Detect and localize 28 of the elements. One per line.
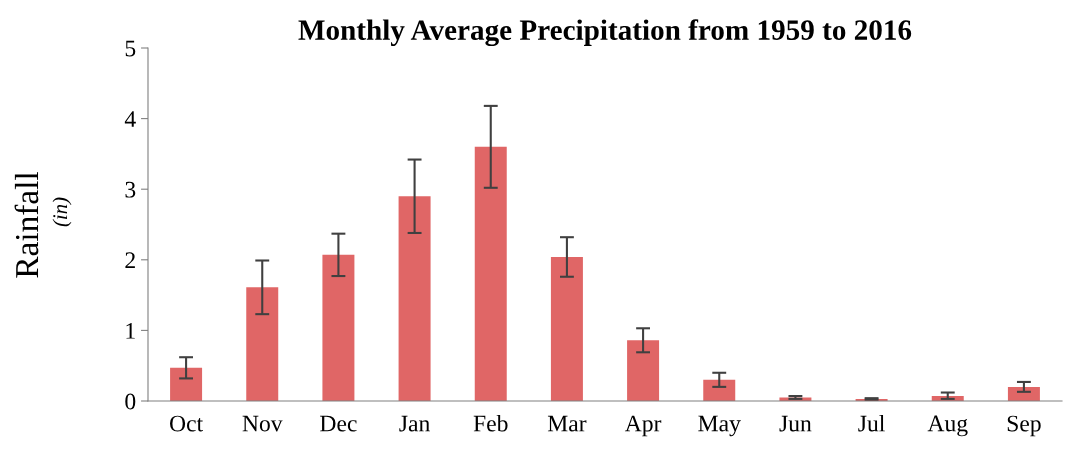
bar xyxy=(246,287,279,401)
y-tick-label: 5 xyxy=(125,40,136,57)
chart-title: Monthly Average Precipitation from 1959 to 2016 xyxy=(298,19,912,47)
x-tick-label: Oct xyxy=(170,415,203,432)
x-tick-label: Apr xyxy=(624,415,662,437)
x-tick-label: Jan xyxy=(399,415,430,432)
bar xyxy=(627,340,660,401)
x-tick-label: Dec xyxy=(320,415,357,432)
x-tick-label: Feb xyxy=(473,414,508,432)
bar xyxy=(550,256,583,401)
y-tick-label: 3 xyxy=(125,181,136,198)
bar xyxy=(170,367,203,401)
bar xyxy=(398,196,431,401)
y-axis-title: Rainfall (in) xyxy=(14,171,72,278)
bar xyxy=(703,379,736,401)
x-tick-label: May xyxy=(698,415,741,437)
x-tick-label: Jun xyxy=(779,415,812,432)
x-tick-label: Mar xyxy=(547,415,587,432)
y-tick-label: 4 xyxy=(124,111,136,127)
y-tick-label: 1 xyxy=(126,323,135,339)
y-tick-label: 0 xyxy=(125,393,136,410)
x-tick-label: Sep xyxy=(1007,415,1041,437)
bar xyxy=(474,146,507,401)
x-tick-label: Aug xyxy=(927,415,968,437)
bar xyxy=(322,254,355,401)
x-tick-label: Jul xyxy=(858,414,885,432)
y-tick-label: 2 xyxy=(125,252,135,268)
x-tick-label: Nov xyxy=(242,415,283,432)
